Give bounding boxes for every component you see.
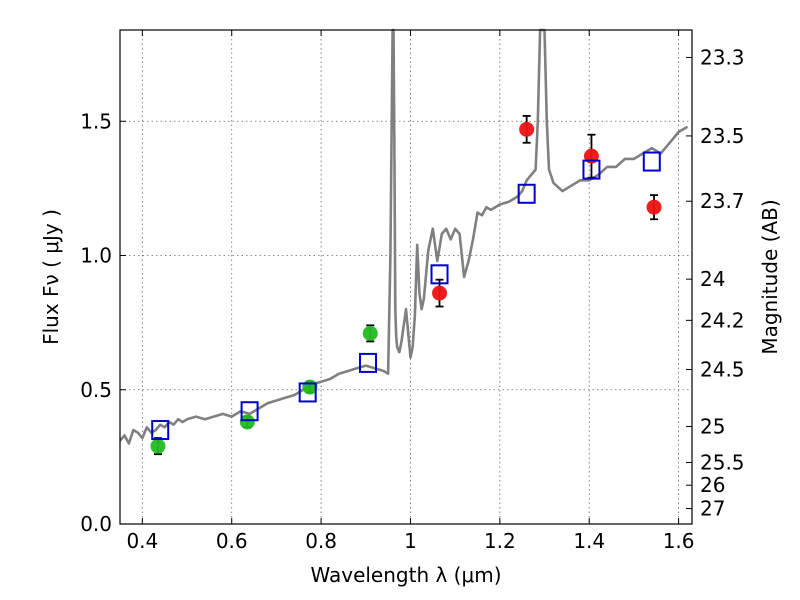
data-point [432, 285, 448, 301]
model-photometry-square [240, 401, 259, 422]
right-tick-label: 25 [700, 415, 725, 439]
x-tick-label: 1.4 [573, 529, 605, 553]
right-tick-label: 23.5 [700, 124, 745, 148]
model-spectrum-line [119, 28, 689, 445]
data-markers [150, 115, 662, 456]
data-point [646, 199, 662, 215]
data-point [150, 438, 166, 454]
grid-lines [120, 30, 692, 525]
x-tick-label: 1 [404, 529, 417, 553]
right-tick-label: 27 [700, 497, 725, 521]
right-axis-label: Magnitude (AB) [758, 199, 782, 354]
right-tick-label: 25.5 [700, 450, 745, 474]
model-photometry-square [582, 159, 601, 180]
x-axis-label: Wavelength λ (μm) [310, 563, 501, 587]
model-spectrum [119, 28, 689, 445]
axis-ticks: 0.4 0.6 0.8 1 1.2 1.4 1.6 0.0 0.5 1.0 1.5 23.3 23.5 2… [80, 30, 745, 553]
right-tick-label: 26 [700, 473, 725, 497]
model-photometry-square [430, 264, 449, 285]
y-tick-label: 0.5 [80, 378, 112, 402]
data-point [362, 325, 378, 341]
right-tick-label: 24.2 [700, 308, 745, 332]
model-photometry-square [359, 352, 378, 373]
right-tick-label: 24 [700, 267, 725, 291]
model-photometry-square [151, 420, 170, 441]
data-point [519, 121, 535, 137]
y-tick-label: 1.0 [80, 244, 112, 268]
y-tick-label: 1.5 [80, 109, 112, 133]
x-tick-label: 0.8 [305, 529, 337, 553]
x-tick-label: 1.2 [484, 529, 516, 553]
right-tick-label: 23.7 [700, 189, 745, 213]
data-point [239, 414, 255, 430]
model-photometry-square [517, 183, 536, 204]
right-tick-label: 24.5 [700, 358, 745, 382]
x-tick-label: 0.4 [126, 529, 158, 553]
y-tick-label: 0.0 [80, 512, 112, 536]
right-tick-label: 23.3 [700, 45, 745, 69]
model-photometry-square [642, 151, 661, 172]
x-tick-label: 0.6 [216, 529, 248, 553]
model-photometry-square [298, 382, 317, 403]
y-axis-label: Flux Fν ( μJy ) [39, 209, 63, 345]
x-tick-label: 1.6 [663, 529, 695, 553]
plot-frame [119, 29, 693, 525]
